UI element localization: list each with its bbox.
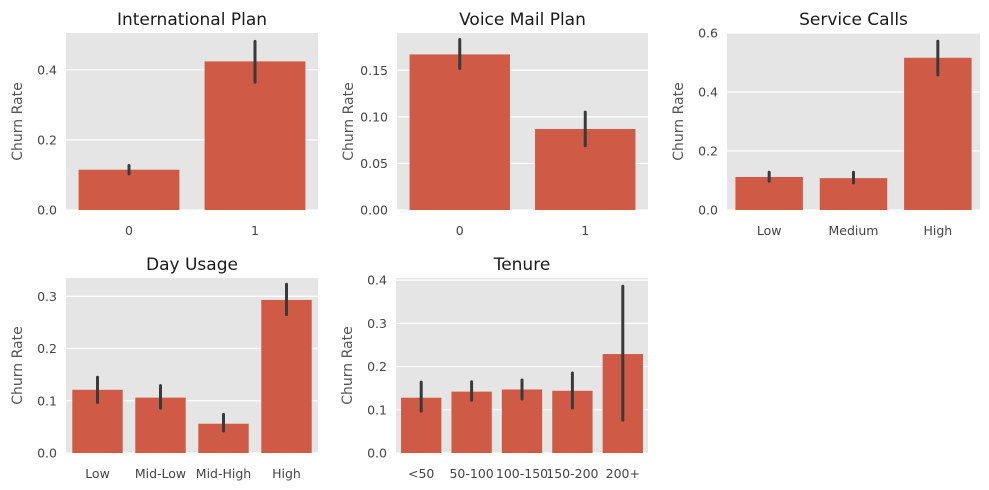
y-axis-label: Churn Rate (671, 82, 687, 160)
subplot-title: Voice Mail Plan (459, 10, 586, 30)
bar (904, 57, 972, 210)
x-tick-label: 100-150 (496, 466, 548, 481)
x-tick-label: High (272, 466, 301, 481)
y-tick-label: 0.2 (37, 341, 57, 356)
x-tick-label: 0 (125, 223, 133, 238)
bar (409, 54, 510, 210)
x-tick-label: 1 (251, 223, 259, 238)
subplot-title: International Plan (117, 10, 267, 30)
y-tick-label: 0.2 (37, 132, 57, 147)
y-tick-label: 0.3 (37, 289, 57, 304)
x-tick-label: Medium (829, 223, 879, 238)
subplot-1: 0.0 0.2 0.4 0 1 International Plan Churn Rate (10, 10, 318, 238)
x-tick-label: Low (85, 466, 110, 481)
x-tick-label: Low (757, 223, 782, 238)
x-tick-label: 1 (581, 223, 589, 238)
subplot-title: Tenure (493, 255, 551, 275)
bar (451, 391, 492, 453)
x-tick-label: 150-200 (546, 466, 598, 481)
y-tick-label: 0.0 (367, 446, 387, 461)
bar (78, 169, 180, 210)
y-tick-label: 0.0 (698, 203, 718, 218)
x-tick-label: High (923, 223, 952, 238)
y-tick-label: 0.1 (37, 393, 57, 408)
x-tick-label: 50-100 (449, 466, 493, 481)
x-tick-label: <50 (408, 466, 434, 481)
y-tick-label: 0.4 (367, 273, 387, 288)
x-tick-label: 0 (456, 223, 464, 238)
x-tick-label: Mid-High (196, 466, 251, 481)
subplot-3: 0.0 0.2 0.4 0.6 Low Medium High Service Calls Ch… (671, 10, 980, 238)
y-tick-label: 0.10 (360, 109, 388, 124)
y-axis-label: Churn Rate (340, 326, 356, 404)
y-tick-label: 0.2 (698, 144, 718, 159)
y-tick-label: 0.2 (367, 359, 387, 374)
subplot-title: Day Usage (146, 255, 238, 275)
y-tick-label: 0.05 (360, 156, 388, 171)
y-tick-label: 0.4 (37, 62, 57, 77)
y-tick-label: 0.6 (698, 26, 718, 41)
bar (261, 299, 312, 453)
y-tick-label: 0.4 (698, 85, 718, 100)
y-axis-label: Churn Rate (10, 326, 26, 404)
x-tick-label: Mid-Low (135, 466, 186, 481)
y-tick-label: 0.00 (360, 203, 388, 218)
y-tick-label: 0.15 (360, 63, 388, 78)
y-tick-label: 0.3 (367, 316, 387, 331)
subplot-title: Service Calls (799, 10, 908, 30)
y-axis-label: Churn Rate (10, 82, 26, 160)
subplot-2: 0.00 0.05 0.10 0.15 0 1 Voice Mail Plan Churn R… (341, 10, 648, 238)
y-axis-label: Churn Rate (341, 82, 357, 160)
y-tick-label: 0.0 (37, 446, 57, 461)
y-tick-label: 0.0 (37, 203, 57, 218)
y-tick-label: 0.1 (367, 402, 387, 417)
x-tick-label: 200+ (606, 466, 640, 481)
bar (204, 61, 306, 210)
subplot-4: 0.0 0.1 0.2 0.3 Low Mid-Low Mid-High High Day Us… (10, 255, 318, 481)
